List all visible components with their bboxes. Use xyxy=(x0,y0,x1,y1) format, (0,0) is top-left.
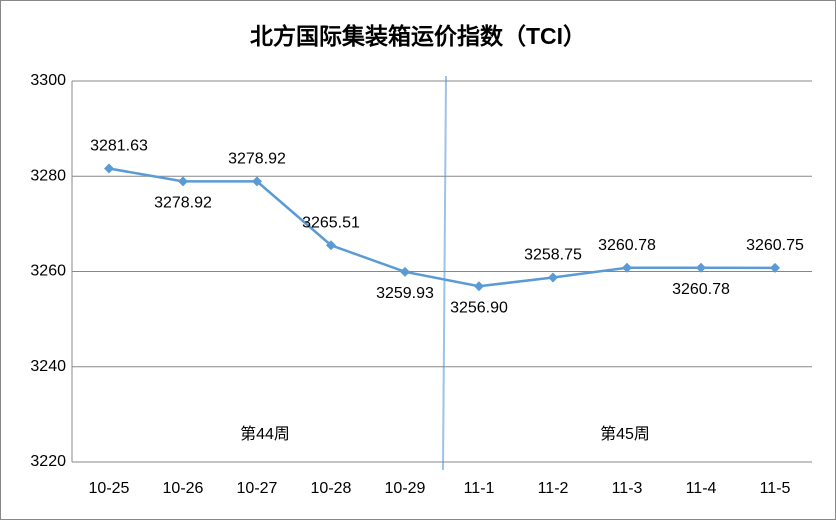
data-label: 3278.92 xyxy=(228,151,286,168)
x-tick-label: 10-25 xyxy=(89,480,130,497)
x-tick-label: 11-3 xyxy=(612,480,643,497)
data-point xyxy=(548,272,558,283)
x-tick-label: 11-2 xyxy=(538,480,569,497)
x-tick-label: 10-29 xyxy=(385,480,426,497)
y-tick-label: 3300 xyxy=(30,72,66,89)
data-label: 3260.78 xyxy=(672,281,730,298)
data-label: 3260.78 xyxy=(598,237,656,254)
y-tick-label: 3280 xyxy=(30,167,66,184)
data-point xyxy=(696,262,706,273)
week-label: 第45周 xyxy=(600,425,650,443)
week-divider xyxy=(442,75,447,471)
y-tick-label: 3260 xyxy=(30,263,66,280)
data-label: 3258.75 xyxy=(524,247,582,264)
x-tick-label: 11-5 xyxy=(760,480,791,497)
data-label: 3265.51 xyxy=(302,214,360,231)
data-label: 3278.92 xyxy=(154,195,212,212)
data-label: 3256.90 xyxy=(450,299,508,316)
x-tick-label: 10-28 xyxy=(311,480,352,497)
data-point xyxy=(326,240,336,251)
data-label: 3281.63 xyxy=(90,138,148,155)
data-point xyxy=(770,262,780,273)
data-point xyxy=(400,266,410,277)
data-label: 3259.93 xyxy=(376,285,434,302)
x-tick-label: 10-26 xyxy=(163,480,204,497)
data-point xyxy=(474,281,484,292)
week-label: 第44周 xyxy=(240,425,290,443)
data-point xyxy=(178,176,188,187)
data-point xyxy=(104,163,114,174)
x-tick-label: 10-27 xyxy=(237,480,278,497)
data-point xyxy=(252,176,262,187)
chart-title: 北方国际集装箱运价指数（TCI） xyxy=(250,23,586,49)
x-tick-label: 11-1 xyxy=(464,480,495,497)
y-tick-label: 3220 xyxy=(30,453,66,470)
y-tick-label: 3240 xyxy=(30,358,66,375)
data-point xyxy=(622,262,632,273)
x-tick-label: 11-4 xyxy=(686,480,717,497)
data-label: 3260.75 xyxy=(746,237,804,254)
data-line xyxy=(108,167,776,288)
